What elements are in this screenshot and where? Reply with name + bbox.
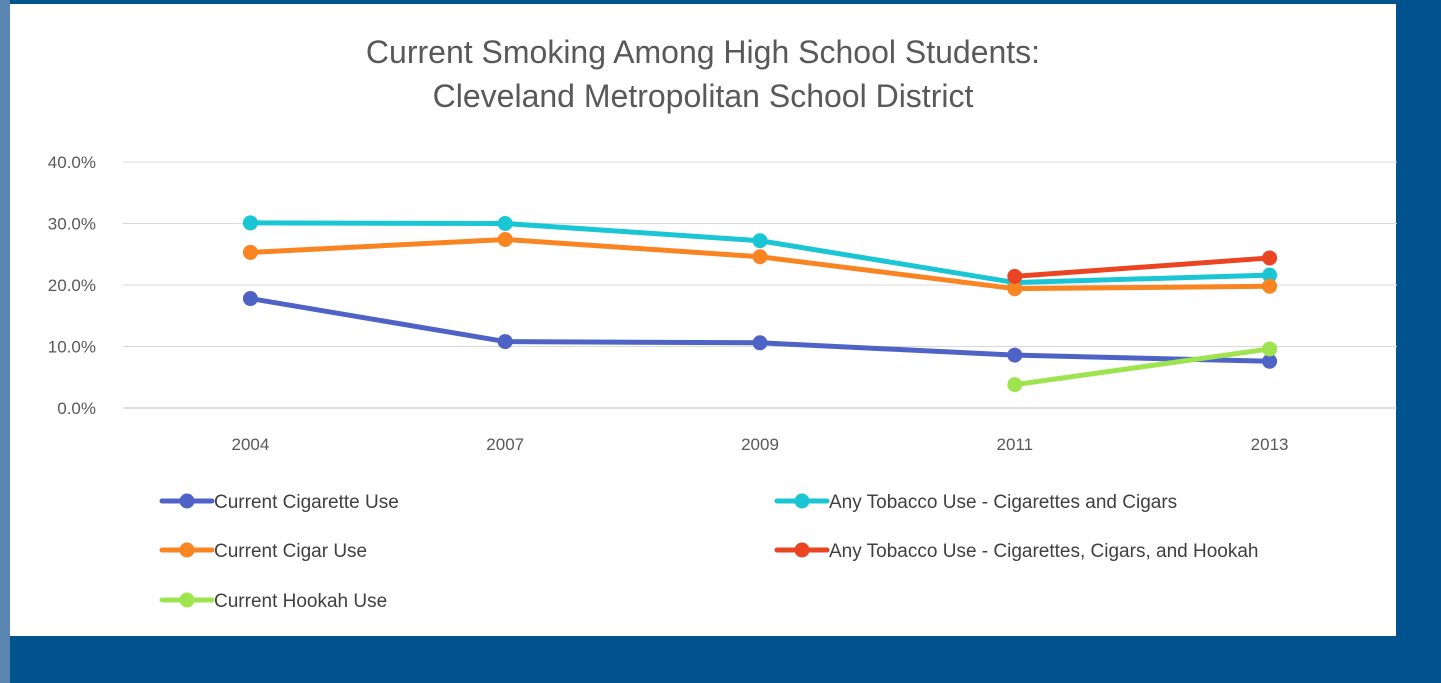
data-point xyxy=(242,291,258,307)
data-point xyxy=(1007,377,1023,393)
data-point xyxy=(752,249,768,265)
data-point xyxy=(1262,250,1278,266)
data-point xyxy=(497,231,513,247)
y-tick-label: 40.0% xyxy=(48,153,96,172)
legend-marker xyxy=(794,493,810,509)
x-tick-label: 2011 xyxy=(997,435,1034,454)
x-tick-label: 2013 xyxy=(1251,435,1289,454)
series-line-1 xyxy=(247,296,1273,364)
chart-title-block: Current Smoking Among High School Studen… xyxy=(10,30,1396,118)
chart-title: Current Smoking Among High School Studen… xyxy=(365,34,1041,70)
x-tick-label: 2009 xyxy=(741,435,779,454)
series-line-5 xyxy=(1012,346,1273,388)
data-point xyxy=(242,215,258,231)
legend-label: Current Cigarette Use xyxy=(214,492,399,513)
frame-edge xyxy=(0,0,10,683)
y-tick-label: 10.0% xyxy=(48,338,96,357)
y-tick-label: 20.0% xyxy=(48,276,96,295)
data-point xyxy=(1262,353,1278,369)
x-tick-label: 2004 xyxy=(231,435,269,454)
legend-marker xyxy=(179,592,195,608)
data-point xyxy=(752,335,768,351)
data-point xyxy=(497,216,513,231)
legend-label: Current Cigar Use xyxy=(214,541,367,562)
data-point xyxy=(1262,278,1278,294)
chart-panel xyxy=(10,4,1396,636)
data-point xyxy=(1007,347,1023,363)
data-point xyxy=(1262,267,1278,283)
data-point xyxy=(1262,341,1278,357)
legend-label: Current Hookah Use xyxy=(214,591,387,612)
y-tick-label: 0.0% xyxy=(57,399,96,418)
legend-label: Any Tobacco Use - Cigarettes and Cigars xyxy=(829,492,1177,513)
data-point xyxy=(752,233,768,249)
chart-subtitle: Cleveland Metropolitan School District xyxy=(432,78,974,114)
data-point xyxy=(1007,281,1023,297)
series-line-4 xyxy=(1012,255,1273,279)
legend-marker xyxy=(179,542,195,558)
legend-marker xyxy=(794,542,810,558)
data-point xyxy=(242,244,258,260)
data-point xyxy=(497,334,513,350)
data-point xyxy=(1007,268,1023,284)
x-tick-label: 2007 xyxy=(486,435,524,454)
legend-label: Any Tobacco Use - Cigarettes, Cigars, an… xyxy=(829,541,1258,562)
legend-marker xyxy=(179,493,195,509)
y-tick-label: 30.0% xyxy=(48,215,96,234)
